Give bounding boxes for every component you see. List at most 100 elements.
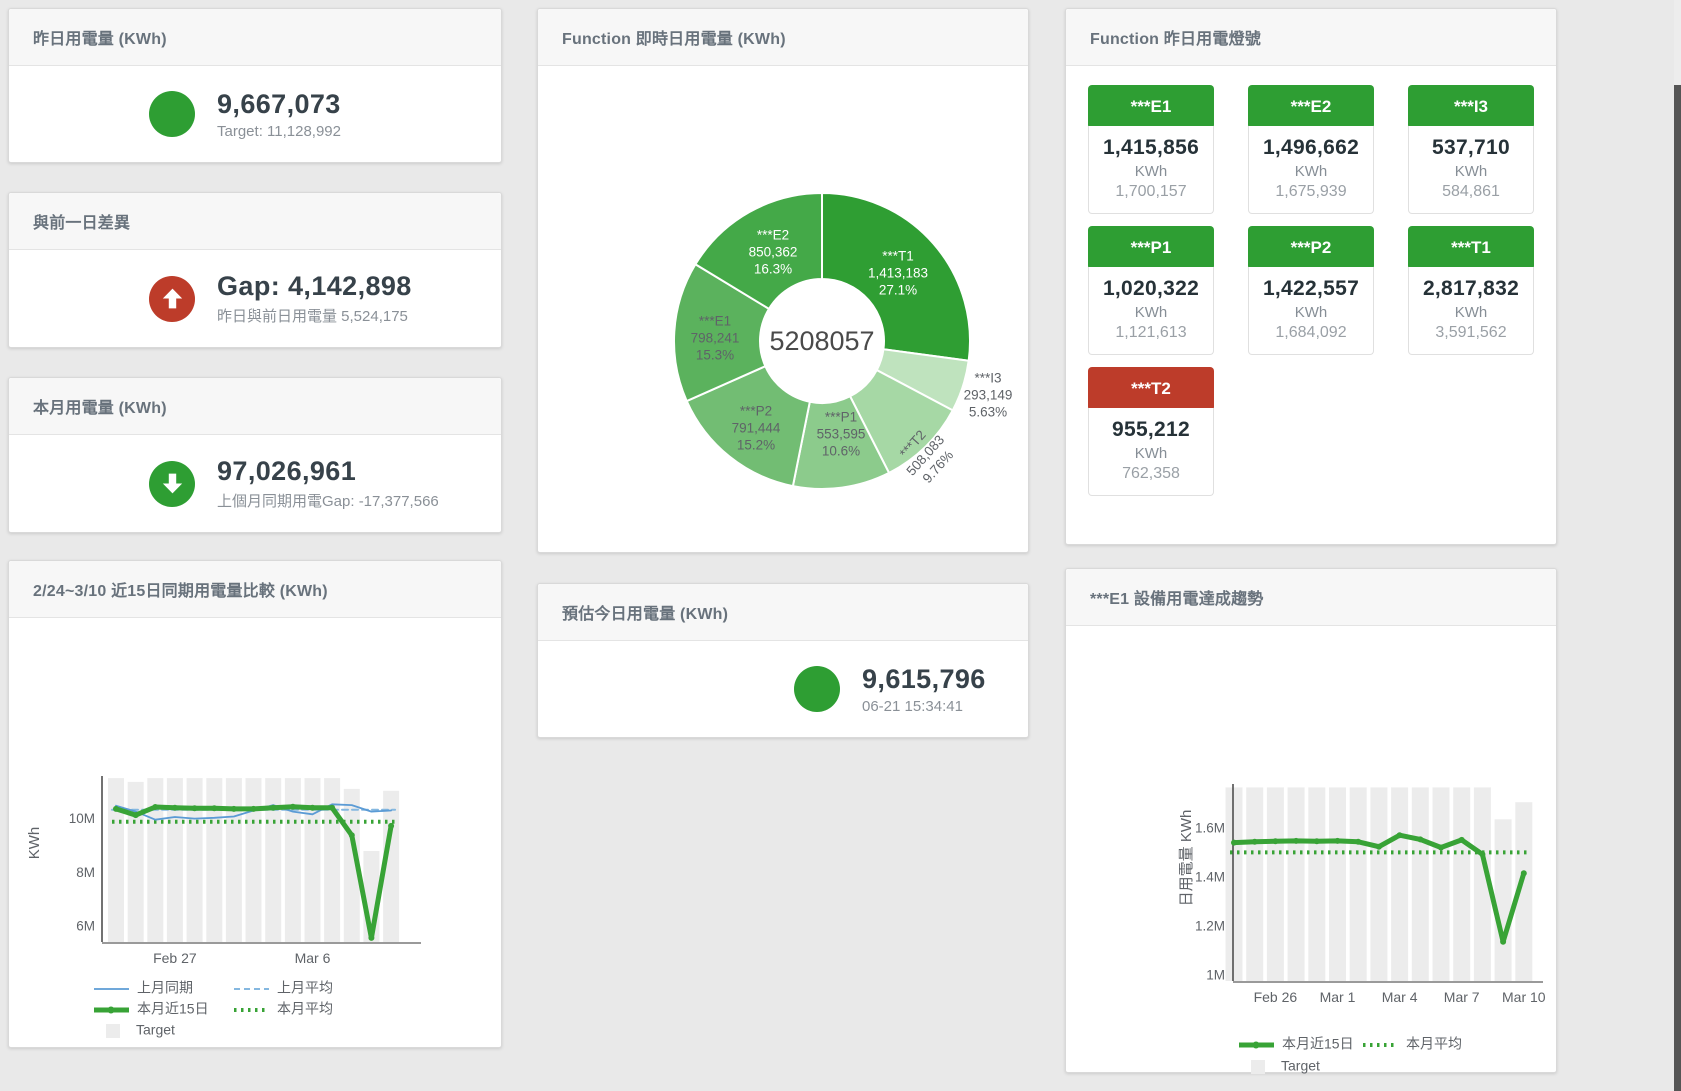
panel-15day-compare-header: 2/24~3/10 近15日同期用電量比較 (KWh) <box>9 561 501 618</box>
target-bar[interactable] <box>1349 787 1367 981</box>
target-bar[interactable] <box>147 778 164 942</box>
series-point[interactable] <box>1417 836 1424 843</box>
status-card-body: 1,422,557 KWh 1,684,092 <box>1248 267 1374 355</box>
target-bar[interactable] <box>1287 787 1305 981</box>
card-target: 584,861 <box>1442 183 1500 200</box>
status-card-body: 955,212 KWh 762,358 <box>1088 408 1214 496</box>
status-card-header: ***P2 <box>1248 226 1374 270</box>
target-bar[interactable] <box>1494 819 1512 981</box>
target-bar[interactable] <box>1391 787 1409 981</box>
series-point[interactable] <box>329 804 336 811</box>
target-bar[interactable] <box>1432 787 1450 981</box>
legend-swatch-Target[interactable] <box>1251 1060 1265 1074</box>
series-point[interactable] <box>1458 836 1465 843</box>
series-point[interactable] <box>1500 938 1507 945</box>
target-bar[interactable] <box>1246 787 1264 981</box>
card-value: 537,710 <box>1431 136 1510 159</box>
target-bar[interactable] <box>324 778 341 942</box>
legend-swatch-Target[interactable] <box>106 1024 120 1038</box>
legend-label: 本月平均 <box>277 1001 333 1017</box>
pie-label-line: 1,413,183 <box>868 266 928 281</box>
series-point[interactable] <box>230 805 237 812</box>
series-point[interactable] <box>1479 851 1486 858</box>
series-point[interactable] <box>368 934 375 941</box>
target-bar[interactable] <box>1329 787 1346 981</box>
target-bar[interactable] <box>206 778 223 942</box>
pie-label-T1: ***T1 1,413,183 27.1% <box>868 249 928 298</box>
pie-slice-E1[interactable] <box>673 262 771 403</box>
pie-label-I3: ***I3 293,149 5.63% <box>964 371 1013 420</box>
series-point[interactable] <box>348 832 355 839</box>
target-bar[interactable] <box>1411 787 1429 981</box>
target-bar[interactable] <box>1308 787 1326 981</box>
legend-label: 本月平均 <box>1406 1036 1462 1052</box>
status-card-header: ***E2 <box>1248 85 1374 129</box>
target-bar[interactable] <box>1453 787 1471 981</box>
forecast-stat: 9,615,796 06-21 15:34:41 <box>538 641 1028 737</box>
day-gap-value: Gap: 4,142,898 <box>217 271 412 301</box>
series-point[interactable] <box>270 804 277 811</box>
series-point[interactable] <box>1231 839 1237 846</box>
panel-title: 預估今日用電量 (KWh) <box>562 606 729 623</box>
status-card-header: ***T1 <box>1408 226 1534 270</box>
card-value: 1,415,856 <box>1102 136 1200 159</box>
series-point[interactable] <box>1334 837 1341 844</box>
forecast-value: 9,615,796 <box>862 663 986 694</box>
card-target: 1,675,939 <box>1275 183 1347 200</box>
target-bar[interactable] <box>304 778 321 942</box>
series-point[interactable] <box>250 805 257 812</box>
series-point[interactable] <box>1251 838 1258 845</box>
series-point[interactable] <box>113 805 119 812</box>
status-card-E1: ***E1 1,415,856 KWh 1,700,157 <box>1088 85 1214 214</box>
pie-label-line: 15.3% <box>696 348 734 363</box>
target-bar[interactable] <box>108 778 124 942</box>
series-point[interactable] <box>132 812 139 819</box>
series-point[interactable] <box>152 804 159 810</box>
target-bar[interactable] <box>127 781 144 942</box>
pie-label-E1: ***E1 798,241 15.3% <box>691 314 740 363</box>
panel-month-usage-header: 本月用電量 (KWh) <box>9 378 501 435</box>
month-value: 97,026,961 <box>217 456 357 486</box>
x-tick-label: Mar 10 <box>1502 989 1546 1005</box>
series-point[interactable] <box>1438 844 1444 851</box>
card-target: 1,121,613 <box>1115 324 1187 341</box>
pie-slice-T1[interactable] <box>821 191 971 362</box>
status-card-header: ***P1 <box>1088 226 1214 270</box>
arrow-down-circle-icon <box>149 460 195 507</box>
target-bar[interactable] <box>265 778 282 942</box>
target-bar[interactable] <box>186 778 203 942</box>
series-point[interactable] <box>1293 837 1300 844</box>
series-point[interactable] <box>1313 838 1320 845</box>
target-bar[interactable] <box>225 778 242 942</box>
series-point[interactable] <box>388 822 395 829</box>
target-bar[interactable] <box>1370 787 1388 981</box>
target-bar[interactable] <box>284 778 301 942</box>
series-point[interactable] <box>191 805 198 812</box>
scrollbar-thumb[interactable] <box>1674 85 1681 1091</box>
target-bar[interactable] <box>1515 802 1533 981</box>
card-target: 3,591,562 <box>1435 324 1507 341</box>
series-point[interactable] <box>289 803 296 810</box>
status-card-T2: ***T2 955,212 KWh 762,358 <box>1088 367 1214 496</box>
target-bar[interactable] <box>1473 787 1491 981</box>
series-point[interactable] <box>309 804 316 811</box>
series-point[interactable] <box>1355 838 1362 845</box>
target-bar[interactable] <box>245 778 262 942</box>
target-bar[interactable] <box>1225 787 1243 981</box>
series-point[interactable] <box>1272 838 1279 845</box>
target-bar[interactable] <box>383 790 400 942</box>
series-point[interactable] <box>1520 870 1527 877</box>
series-point[interactable] <box>1375 843 1382 850</box>
series-point[interactable] <box>171 804 178 811</box>
legend-label: 本月近15日 <box>137 1001 209 1017</box>
series-point[interactable] <box>1396 832 1403 839</box>
target-bar[interactable] <box>1266 787 1284 981</box>
pie-slice-E2[interactable] <box>694 191 823 311</box>
x-tick-label: Feb 26 <box>1254 989 1298 1005</box>
status-circle-icon <box>149 91 195 137</box>
daily-usage-donut-chart[interactable]: ***T1 1,413,183 27.1% ***I3 293,149 5.63% ***T… <box>538 66 1028 554</box>
target-bar[interactable] <box>166 778 183 942</box>
series-point[interactable] <box>211 805 218 812</box>
